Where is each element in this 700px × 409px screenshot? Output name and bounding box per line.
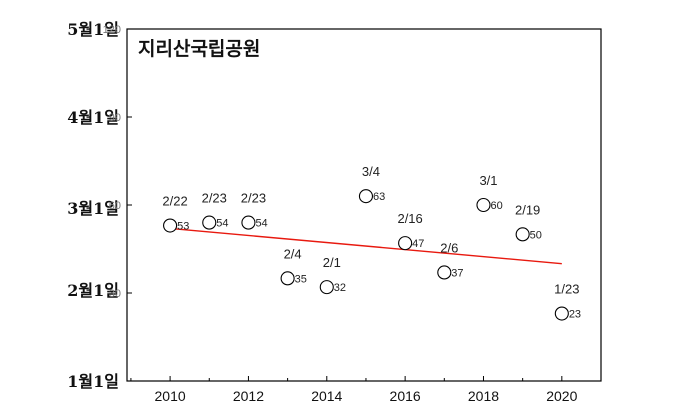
y-tick-label: 120 (103, 24, 121, 36)
value-label: 60 (490, 200, 502, 212)
value-label: 47 (412, 238, 424, 250)
date-label: 3/4 (362, 164, 380, 179)
x-tick-label: 2020 (546, 388, 577, 404)
data-point (476, 197, 491, 213)
date-label: 1/23 (554, 282, 579, 297)
data-points: 53 2/22 54 2/23 54 2/23 35 2/4 32 2/1 63 3/4 47 2/16 3… (162, 164, 581, 321)
month-label: 3월1일 (67, 199, 119, 218)
value-label: 53 (177, 221, 189, 233)
data-point (554, 306, 569, 321)
date-label: 2/1 (323, 255, 341, 270)
data-point (358, 189, 374, 204)
date-label: 2/23 (202, 191, 227, 206)
month-label: 2월1일 (67, 281, 119, 300)
y-tick-label: 90 (109, 112, 121, 124)
x-tick-label: 2018 (468, 388, 499, 404)
data-point (515, 227, 530, 242)
trendline-group (170, 227, 562, 265)
month-label: 5월1일 (67, 20, 119, 39)
month-labels: 1월1일 2월1일 3월1일 4월1일 5월1일 (67, 20, 119, 391)
date-label: 2/16 (397, 211, 422, 226)
value-label: 35 (295, 273, 307, 285)
value-label: 54 (255, 218, 267, 230)
x-tick-label: 2014 (311, 388, 342, 404)
month-label: 1월1일 (67, 372, 119, 391)
value-label: 23 (569, 309, 581, 321)
data-point (319, 280, 334, 295)
date-label: 2/19 (515, 202, 540, 217)
data-point (163, 218, 178, 233)
x-axis-ticks: 2010 2012 2014 2016 2018 2020 (130, 376, 578, 404)
data-point (202, 215, 217, 230)
date-label: 2/6 (440, 240, 458, 255)
value-label: 63 (373, 191, 385, 203)
value-label: 50 (530, 229, 542, 241)
date-label: 2/23 (241, 191, 266, 206)
value-label: 37 (451, 267, 463, 279)
data-point (398, 236, 413, 251)
x-tick-label: 2012 (233, 388, 264, 404)
y-axis-ticks: 30 60 90 120 (103, 24, 132, 300)
chart-title: 지리산국립공원 (138, 38, 260, 60)
value-label: 54 (216, 218, 228, 230)
y-tick-label: 60 (109, 200, 121, 212)
y-tick-label: 30 (109, 288, 121, 300)
month-label: 4월1일 (67, 108, 119, 127)
x-tick-label: 2016 (390, 388, 421, 404)
x-tick-label: 2010 (155, 388, 186, 404)
data-point (437, 265, 452, 280)
data-point (241, 215, 256, 230)
date-label: 2/22 (162, 194, 187, 209)
trendline (170, 227, 562, 265)
value-label: 32 (334, 282, 346, 294)
data-point (280, 271, 295, 286)
date-label: 2/4 (284, 246, 302, 261)
date-label: 3/1 (479, 173, 497, 188)
